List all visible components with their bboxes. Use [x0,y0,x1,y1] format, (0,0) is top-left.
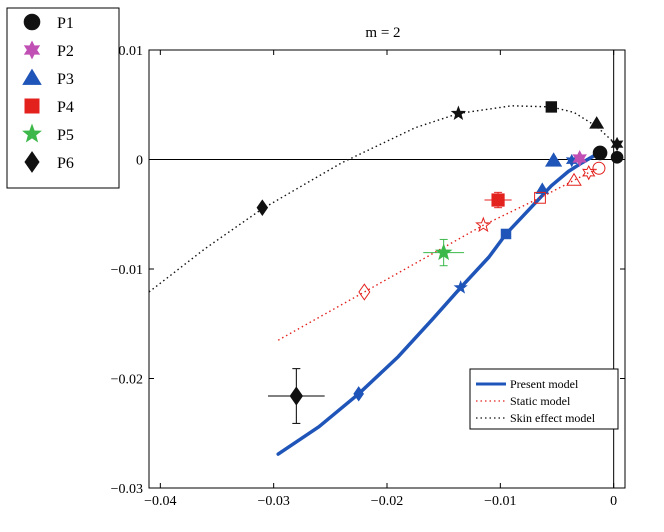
data-point-p2 [572,150,587,167]
series-marker-skin-effect-model [610,136,624,152]
legend-label-p1: P1 [57,15,74,32]
series-marker-static-model [358,283,371,301]
legend-label-p2: P2 [57,43,74,60]
series-marker-skin-effect-model [545,101,558,113]
legend-marker-p6 [24,151,40,173]
legend-line-label-present-model: Present model [510,377,579,391]
marker-legend-frame [6,7,120,189]
series-line-skin-effect-model [148,105,618,293]
series-marker-skin-effect-model [256,199,269,217]
y-tick-label: −0.03 [111,482,143,497]
x-tick-label: −0.01 [484,494,516,509]
series-marker-static-model [582,164,596,181]
series-marker-static-model [566,172,582,186]
series-marker-present-model [453,280,468,294]
data-point-p6 [289,386,303,406]
legend-marker-p1 [23,13,41,31]
series-marker-skin-effect-model [589,116,605,129]
legend-label-p6: P6 [57,155,74,172]
legend-marker-p5 [22,123,42,143]
line-legend: Present model Static model Skin effect mod… [469,368,619,430]
legend-label-p3: P3 [57,71,74,88]
legend-marker-p2 [23,40,41,60]
series-marker-static-model [592,161,606,175]
legend-line-label-skin-effect-model: Skin effect model [510,411,596,425]
legend-marker-p3 [22,68,42,85]
y-tick-label: 0 [136,154,143,169]
series-marker-static-model [475,216,492,233]
data-point-p1 [592,145,608,161]
chart-title: m = 2 [365,25,400,41]
x-tick-label: −0.04 [144,494,176,509]
series-line-static-model [277,167,600,341]
legend-line-label-static-model: Static model [510,394,571,408]
series-marker-present-model [535,182,550,194]
series-marker-present-model [353,386,364,402]
plot-area: −0.04 −0.03 −0.02 −0.01 0−0.03−0.02−0.0100.0… [111,44,626,509]
line-legend-frame [469,368,619,430]
y-tick-label: −0.01 [111,263,143,278]
x-tick-label: −0.03 [257,494,289,509]
y-tick-label: −0.02 [111,373,143,388]
x-tick-label: −0.02 [371,494,403,509]
series-marker-skin-effect-model [450,105,467,121]
series-marker-skin-effect-model [610,151,624,164]
series-marker-static-model [534,191,546,204]
y-tick-label: 0.01 [119,44,144,59]
data-point-p3 [544,152,563,167]
data-point-p5 [434,243,453,261]
series-marker-present-model [500,228,512,240]
x-tick-label: 0 [610,494,617,509]
legend-marker-p4 [24,98,40,114]
legend-label-p4: P4 [57,99,74,116]
legend-label-p5: P5 [57,127,74,144]
data-point-p4 [491,193,505,207]
marker-legend: P1 P2 P3 P4 P5 P6 [6,7,120,189]
